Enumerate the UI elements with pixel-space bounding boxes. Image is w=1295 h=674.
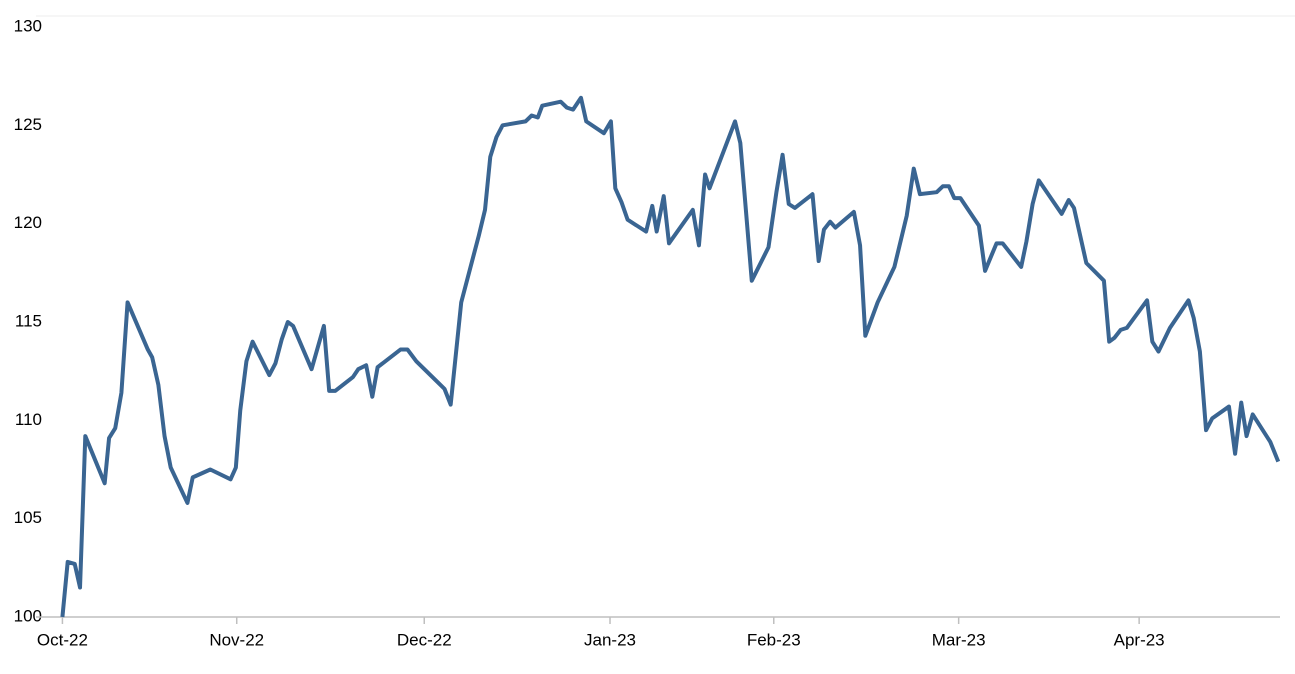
x-tick-label: Feb-23 xyxy=(747,630,801,649)
x-tick-label: Jan-23 xyxy=(584,630,636,649)
line-series xyxy=(60,95,1281,618)
y-tick-label: 115 xyxy=(15,311,42,330)
y-tick-label: 120 xyxy=(14,213,42,232)
x-tick-label: Mar-23 xyxy=(932,630,986,649)
x-tick-label: Dec-22 xyxy=(397,630,452,649)
y-tick-label: 130 xyxy=(14,16,42,35)
y-tick-label: 110 xyxy=(15,410,42,429)
y-tick-label: 100 xyxy=(14,606,42,625)
y-tick-label: 125 xyxy=(14,115,42,134)
y-tick-label: 105 xyxy=(14,508,42,527)
x-tick-label: Nov-22 xyxy=(209,630,264,649)
x-tick-label: Apr-23 xyxy=(1114,630,1165,649)
x-tick-label: Oct-22 xyxy=(37,630,88,649)
